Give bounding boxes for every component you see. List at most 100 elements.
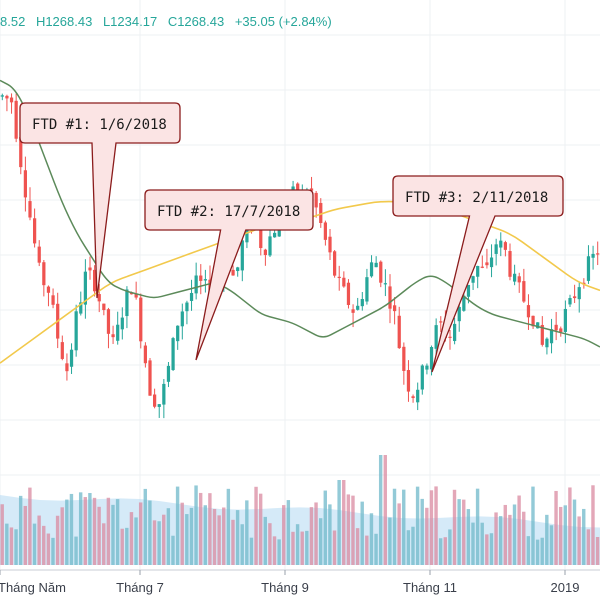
volume-bar — [457, 499, 461, 565]
candle-body — [471, 276, 475, 283]
volume-bar — [503, 504, 507, 565]
volume-bar — [138, 502, 143, 565]
candle-body — [513, 273, 517, 282]
callout-bubble — [19, 102, 181, 299]
volume-bar — [383, 455, 387, 565]
candle-body — [462, 295, 466, 311]
candle-body — [37, 246, 41, 263]
volume-bar — [235, 510, 240, 565]
volume-bar — [462, 499, 466, 565]
volume-bar — [115, 499, 120, 565]
candle-body — [577, 287, 581, 300]
candle-body — [328, 236, 332, 253]
volume-bar — [171, 535, 175, 565]
candle-body — [489, 257, 494, 268]
callouts: FTD #1: 1/6/2018 FTD #2: 17/7/2018 FTD #3:… — [19, 102, 564, 373]
volume-bar — [263, 516, 267, 565]
volume-bar — [328, 504, 332, 565]
candle-body — [429, 347, 434, 370]
volume-bar — [300, 531, 304, 565]
volume-bar — [162, 514, 166, 565]
volume-bar — [258, 493, 263, 565]
volume-bar — [582, 508, 586, 565]
volume-bar — [129, 512, 134, 565]
candle-body — [51, 295, 55, 305]
candle-body — [236, 267, 240, 272]
candle-body — [596, 253, 600, 255]
volume-bar — [429, 490, 434, 565]
volume-bar — [471, 522, 475, 565]
candle-body — [333, 251, 337, 276]
volume-bar — [466, 509, 471, 565]
volume-bar — [545, 514, 549, 565]
volume-bar — [563, 505, 567, 565]
candle-body — [65, 363, 69, 372]
candle-body — [434, 325, 438, 349]
low-value: L1234.17 — [102, 14, 158, 29]
volume-bar — [526, 536, 531, 565]
volume-bar — [102, 523, 106, 565]
volume-bar — [194, 485, 198, 565]
callout-label: FTD #1: 1/6/2018 — [32, 117, 167, 133]
candle-body — [33, 218, 37, 244]
candle-body — [453, 323, 457, 342]
volume-bar — [494, 512, 498, 565]
volume-bar — [577, 516, 581, 565]
volume-bar — [272, 536, 277, 565]
volume-bar — [120, 528, 124, 565]
candle-body — [129, 292, 134, 295]
candle-body — [102, 303, 106, 311]
x-tick-label: 2019 — [551, 580, 580, 595]
candle-body — [268, 236, 272, 256]
candle-body — [388, 286, 392, 309]
volume-bar — [332, 530, 337, 565]
candle-body — [111, 334, 115, 338]
candle-body — [5, 95, 9, 99]
candle-body — [245, 220, 249, 243]
volume-bar — [185, 514, 189, 565]
volume-bar — [277, 539, 281, 565]
volume-bar — [55, 515, 60, 565]
volume-bar — [148, 500, 152, 565]
volume-bar — [14, 529, 18, 565]
candle-body — [0, 95, 4, 97]
candle-body — [42, 262, 46, 286]
volume-bar — [512, 504, 517, 565]
volume-bar — [286, 500, 291, 565]
candle-body — [383, 283, 387, 285]
volume-bar — [586, 529, 591, 565]
candle-body — [508, 251, 512, 277]
candle-body — [476, 265, 480, 277]
volume-bar — [295, 524, 300, 565]
volume-bar — [434, 486, 438, 565]
volume-bar — [32, 523, 37, 565]
volume-bar — [175, 486, 180, 565]
volume-bar — [106, 497, 111, 565]
candle-body — [397, 315, 401, 349]
volume-bar — [60, 507, 64, 565]
candle-body — [517, 276, 521, 283]
candle-body — [522, 281, 526, 302]
volume-bar — [508, 514, 512, 565]
volume-bar — [291, 531, 295, 565]
candle-body — [97, 294, 101, 302]
candle-body — [346, 282, 351, 305]
candle-body — [120, 317, 124, 330]
candle-body — [323, 222, 327, 240]
candle-body — [568, 298, 572, 305]
candle-body — [194, 275, 198, 294]
volume-bar — [18, 495, 23, 565]
volume-bar — [355, 528, 360, 565]
candle-body — [448, 336, 452, 338]
candle-body — [166, 365, 171, 382]
candle-body — [231, 269, 235, 276]
volume-bar — [448, 529, 452, 565]
candle-body — [531, 315, 535, 327]
candle-body — [263, 249, 267, 256]
candle-body — [125, 289, 129, 317]
candle-body — [356, 305, 360, 310]
volume-bar — [240, 524, 244, 565]
volume-bar — [88, 493, 92, 565]
candle-body — [199, 275, 203, 281]
